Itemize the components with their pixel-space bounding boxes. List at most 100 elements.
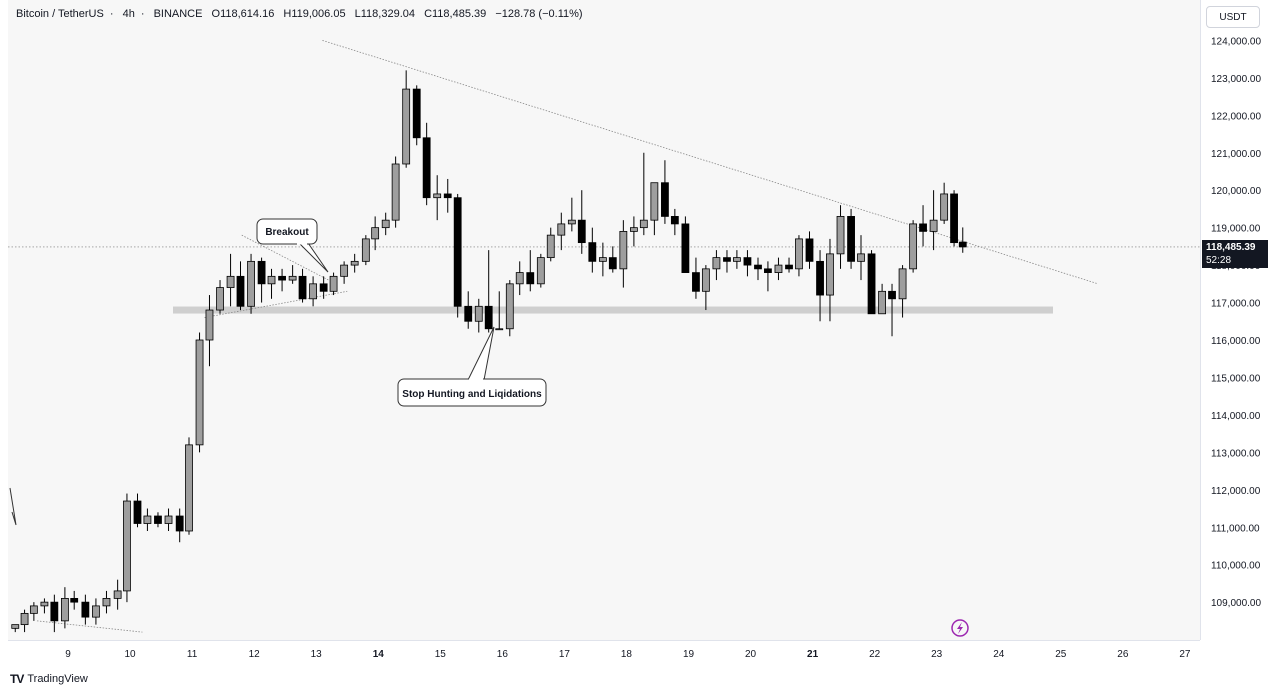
candle-body (619, 230, 628, 270)
brand-name[interactable]: TradingView (27, 673, 88, 685)
candle-body (929, 219, 938, 232)
tradingview-logo-icon[interactable]: TV (10, 672, 24, 686)
candle-body (681, 223, 690, 273)
candle (898, 265, 907, 318)
exchange-label: BINANCE (153, 8, 203, 20)
candle-body (298, 275, 307, 300)
candle (619, 220, 628, 288)
x-tick-label: 11 (187, 649, 198, 660)
candle (629, 216, 638, 247)
y-tick-label: 123,000.00 (1211, 74, 1261, 85)
left-edge-arrow (9, 487, 17, 526)
candle (526, 250, 535, 292)
trendline-early-downtrend[interactable] (36, 620, 143, 633)
candle (205, 295, 214, 367)
candle-body (701, 268, 710, 292)
trendline-flag-upper[interactable] (241, 234, 329, 281)
support-zone[interactable] (173, 306, 1053, 314)
x-tick-label: 17 (559, 649, 571, 660)
candle (185, 437, 193, 535)
candle-body (958, 241, 967, 248)
candle-body (453, 197, 462, 307)
candle-body (774, 264, 783, 273)
candle (557, 212, 566, 251)
x-tick-label: 13 (311, 649, 323, 660)
x-tick-label: 12 (249, 649, 261, 660)
candle-body (950, 193, 958, 244)
candle-body (567, 219, 576, 225)
time-axis[interactable] (8, 640, 1200, 665)
y-tick-label: 116,000.00 (1211, 336, 1261, 347)
candle-body (175, 515, 184, 532)
candle (857, 235, 865, 281)
candle (288, 265, 297, 284)
candle-body (785, 264, 793, 270)
candle-body (309, 283, 317, 300)
candle (113, 579, 122, 610)
candle-body (350, 260, 359, 266)
candle-body (391, 163, 400, 221)
candle-body (577, 219, 586, 244)
candle-body (795, 238, 803, 270)
candle (278, 268, 286, 292)
candle (588, 227, 597, 273)
candle (888, 283, 896, 337)
candle-body (433, 193, 442, 199)
candle (40, 598, 49, 614)
chart-header: Bitcoin / TetherUS · 4h · BINANCE O118,614… (16, 8, 583, 20)
candle (681, 216, 690, 273)
candle (60, 587, 69, 629)
candle-body (867, 253, 876, 315)
y-tick-label: 115,000.00 (1211, 373, 1261, 384)
currency-button[interactable]: USDT (1206, 6, 1260, 28)
candle (805, 231, 814, 269)
price-scale[interactable] (1200, 0, 1280, 640)
candle-body (29, 605, 38, 614)
y-tick-label: 124,000.00 (1211, 36, 1261, 47)
candle (402, 70, 411, 168)
candle-body (754, 264, 762, 270)
candle-body (257, 260, 266, 285)
candle (257, 257, 266, 303)
lightning-icon[interactable] (951, 619, 969, 637)
candle (701, 265, 710, 311)
last-price-value: 118,485.39 (1206, 242, 1256, 253)
candle (661, 160, 669, 224)
x-tick-label: 14 (373, 649, 385, 660)
y-tick-label: 121,000.00 (1211, 149, 1261, 160)
candle (847, 208, 855, 269)
open-value: O118,614.16 (211, 8, 275, 20)
candle-body (40, 601, 49, 607)
candle (175, 508, 184, 543)
candle-body (805, 238, 814, 262)
candle (567, 197, 576, 232)
x-tick-label: 18 (621, 649, 633, 660)
candle-body (381, 219, 390, 229)
candle-body (495, 328, 504, 331)
interval-label[interactable]: 4h (122, 8, 135, 20)
candle-body (216, 287, 224, 311)
y-tick-label: 122,000.00 (1211, 111, 1261, 122)
candle-body (919, 223, 927, 232)
candle-body (826, 253, 834, 296)
breakout-callout-box[interactable] (256, 218, 318, 245)
trendline-descending-resistance[interactable] (322, 40, 1099, 285)
candle (692, 257, 700, 299)
candle-body (878, 290, 886, 315)
candle-body (81, 601, 90, 618)
symbol-name[interactable]: Bitcoin / TetherUS (16, 8, 104, 20)
candle-body (247, 260, 255, 307)
bar-countdown: 52:28 (1206, 255, 1232, 266)
candle-body (92, 605, 100, 618)
y-tick-label: 114,000.00 (1211, 411, 1261, 422)
trendline-flag-lower[interactable] (204, 290, 348, 318)
footer: TV TradingView (10, 672, 88, 686)
candle-body (70, 598, 79, 603)
candle (70, 590, 79, 610)
candle-body (816, 260, 824, 296)
change-value: −128.78 (−0.11%) (495, 8, 583, 20)
candle (878, 283, 886, 315)
candle-body (505, 283, 514, 330)
candle (712, 250, 721, 281)
candle (164, 508, 173, 531)
